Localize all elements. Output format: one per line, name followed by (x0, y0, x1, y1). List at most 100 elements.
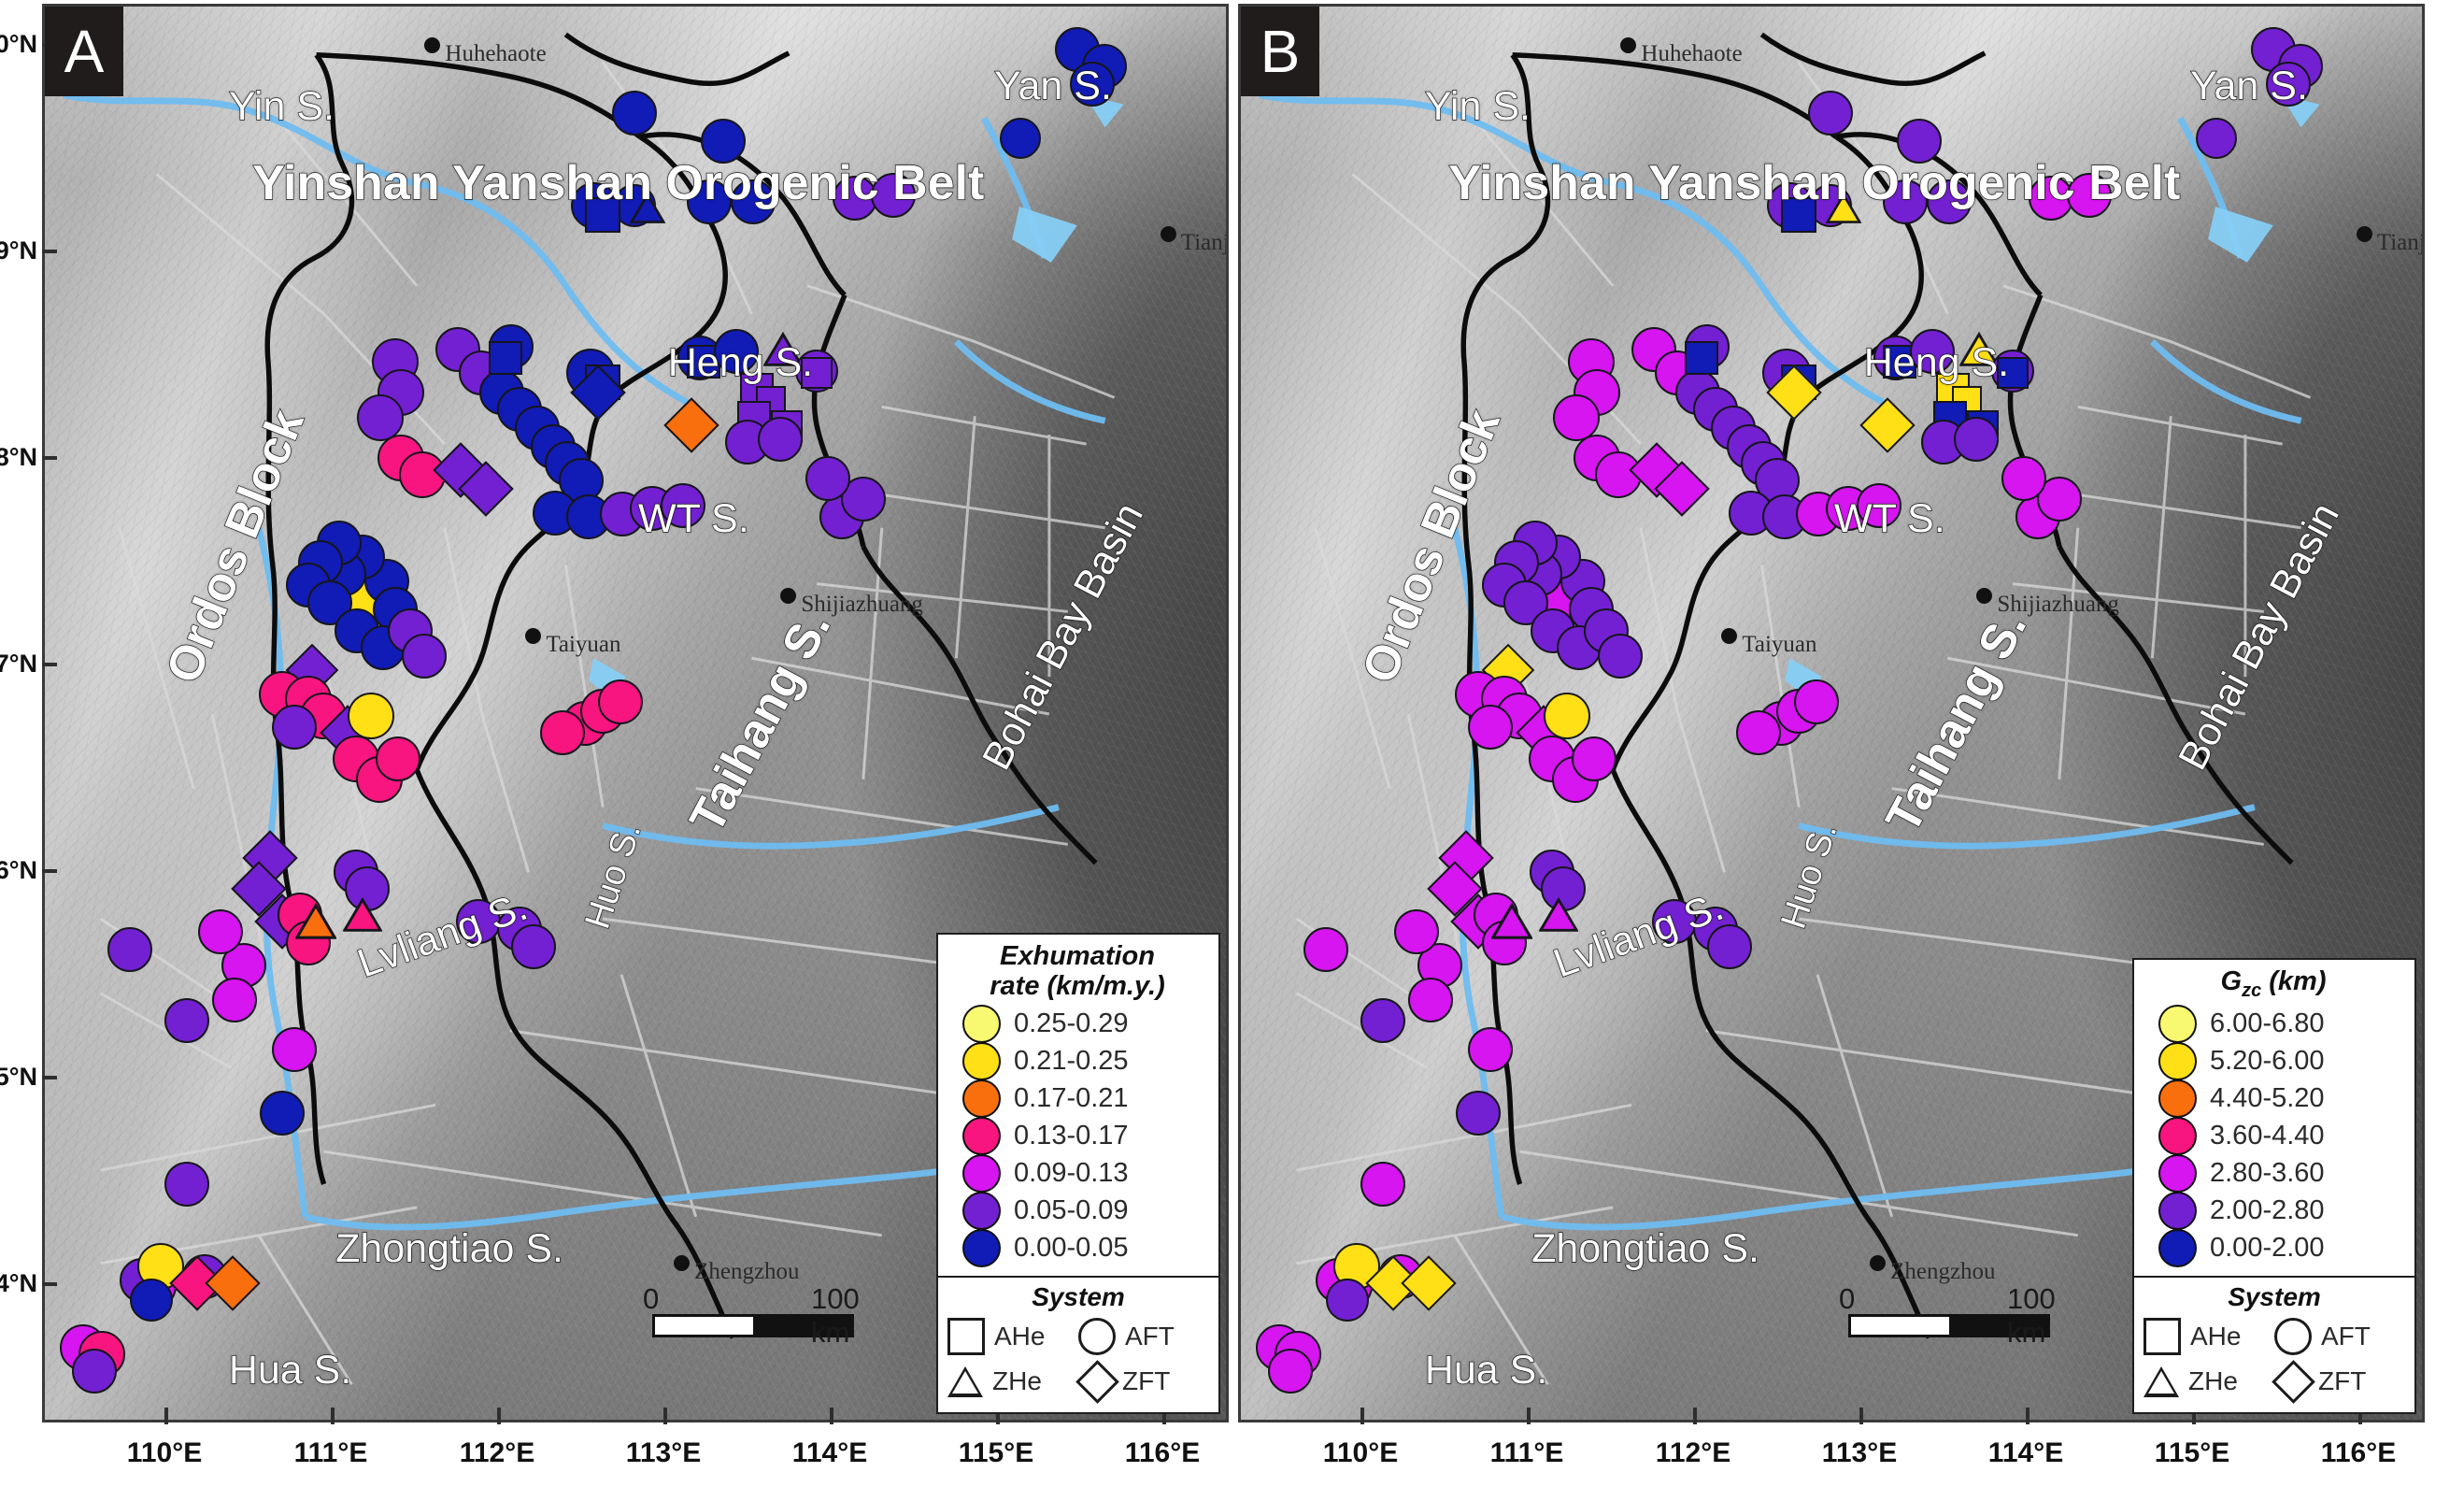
data-point-circle[interactable] (1651, 899, 1697, 945)
data-point-circle[interactable] (1553, 394, 1601, 442)
data-point-square[interactable] (1684, 341, 1718, 376)
data-point-circle[interactable] (271, 705, 317, 750)
data-point-circle[interactable] (1883, 179, 1929, 225)
data-point-circle[interactable] (2067, 172, 2113, 218)
data-point-circle[interactable] (1467, 1026, 1513, 1072)
legend-system-ahe[interactable]: AHe (947, 1314, 1078, 1359)
data-point-circle[interactable] (1503, 579, 1548, 625)
data-point-circle[interactable] (197, 908, 243, 954)
data-point-circle[interactable] (1360, 1161, 1406, 1207)
data-point-circle[interactable] (1303, 927, 1349, 973)
data-point-triangle[interactable] (1826, 192, 1861, 224)
legend-class-row[interactable]: 0.05-0.09 (949, 1191, 1205, 1230)
legend-class-row[interactable]: 0.17-0.21 (949, 1079, 1205, 1118)
legend-class-row[interactable]: 2.00-2.80 (2145, 1191, 2401, 1230)
data-point-circle[interactable] (271, 1026, 317, 1072)
data-point-triangle[interactable] (1539, 896, 1579, 933)
data-point-circle[interactable] (714, 328, 760, 374)
data-point-triangle[interactable] (343, 896, 383, 933)
data-point-circle[interactable] (612, 90, 658, 136)
legend-class-row[interactable]: 6.00-6.80 (2145, 1004, 2401, 1043)
data-point-circle[interactable] (107, 927, 153, 973)
legend-system-zft[interactable]: ZFT (1075, 1359, 1209, 1404)
legend-class-row[interactable]: 3.60-4.40 (2145, 1116, 2401, 1155)
data-point-square[interactable] (800, 356, 833, 389)
data-point-circle[interactable] (1808, 90, 1854, 136)
map-panel-a[interactable]: A Yin S. Yinshan Yanshan Orogenic Belt Yan… (42, 4, 1229, 1422)
data-point-circle[interactable] (164, 1161, 210, 1207)
data-point-circle[interactable] (511, 924, 557, 970)
data-point-circle[interactable] (1598, 634, 1644, 679)
legend-class-row[interactable]: 2.80-3.60 (2145, 1153, 2401, 1193)
data-point-circle[interactable] (357, 394, 405, 442)
legend-system-zhe[interactable]: ZHe (2144, 1359, 2274, 1404)
legend-exhumation-rate[interactable]: Exhumation rate (km/m.y.) 0.25-0.29 0.21-0.… (936, 933, 1220, 1414)
legend-gzc[interactable]: Gzc (km) 6.00-6.80 5.20-6.00 4.40-5.20 3.60-… (2132, 957, 2416, 1414)
data-point-triangle[interactable] (763, 332, 803, 367)
legend-class-row[interactable]: 0.09-0.13 (949, 1153, 1205, 1193)
data-point-square[interactable] (1780, 197, 1816, 234)
data-point-circle[interactable] (597, 679, 643, 724)
data-point-circle[interactable] (164, 998, 210, 1044)
data-point-circle[interactable] (1467, 705, 1513, 750)
legend-class-row[interactable]: 0.21-0.25 (949, 1041, 1205, 1080)
data-point-circle[interactable] (1954, 416, 2000, 462)
legend-class-row[interactable]: 0.13-0.17 (949, 1116, 1205, 1155)
legend-system-aft[interactable]: AFT (1078, 1314, 1209, 1359)
data-point-circle[interactable] (1456, 1091, 1501, 1136)
data-point-triangle[interactable] (1959, 332, 1999, 367)
data-point-circle[interactable] (376, 736, 421, 781)
data-point-circle[interactable] (402, 634, 448, 679)
data-point-circle[interactable] (1857, 483, 1902, 529)
data-point-triangle[interactable] (1490, 903, 1532, 940)
data-point-circle[interactable] (1910, 328, 1956, 374)
legend-class-row[interactable]: 0.00-2.00 (2145, 1228, 2401, 1267)
data-point-circle[interactable] (1360, 998, 1406, 1044)
data-point-circle[interactable] (1268, 1349, 1314, 1394)
data-point-circle[interactable] (2195, 118, 2237, 160)
data-point-circle[interactable] (539, 710, 585, 756)
data-point-circle[interactable] (1927, 179, 1973, 225)
scale-segment-dark (1949, 1317, 2047, 1335)
data-point-circle[interactable] (260, 1091, 305, 1136)
data-point-circle[interactable] (701, 119, 747, 164)
map-panel-b[interactable]: B Yin S. Yinshan Yanshan Orogenic Belt Yan… (1238, 4, 2425, 1422)
data-point-circle[interactable] (455, 899, 501, 945)
data-point-circle[interactable] (758, 416, 804, 462)
data-point-circle[interactable] (1070, 62, 1116, 107)
data-point-circle[interactable] (1572, 736, 1617, 781)
legend-class-row[interactable]: 4.40-5.20 (2145, 1079, 2401, 1118)
legend-class-row[interactable]: 0.00-0.05 (949, 1228, 1205, 1267)
data-point-circle[interactable] (1707, 924, 1753, 970)
data-point-circle[interactable] (1393, 908, 1439, 954)
data-point-square[interactable] (1996, 356, 2029, 389)
data-point-triangle[interactable] (630, 192, 665, 224)
data-point-circle[interactable] (1897, 119, 1943, 164)
legend-system-zhe[interactable]: ZHe (947, 1359, 1078, 1404)
data-point-square[interactable] (584, 197, 620, 234)
data-point-circle[interactable] (1326, 1279, 1370, 1322)
data-point-triangle[interactable] (294, 903, 336, 940)
data-point-circle[interactable] (1408, 977, 1454, 1022)
legend-class-row[interactable]: 5.20-6.00 (2145, 1041, 2401, 1080)
legend-system-zft[interactable]: ZFT (2272, 1359, 2405, 1404)
data-point-circle[interactable] (212, 977, 258, 1022)
legend-system-ahe[interactable]: AHe (2144, 1314, 2274, 1359)
data-point-circle[interactable] (1735, 710, 1781, 756)
data-point-circle[interactable] (348, 693, 395, 739)
data-point-circle[interactable] (687, 179, 733, 225)
data-point-circle[interactable] (871, 172, 917, 218)
data-point-circle[interactable] (130, 1279, 174, 1322)
data-point-circle[interactable] (2001, 456, 2047, 502)
data-point-circle[interactable] (731, 179, 776, 225)
legend-system-aft[interactable]: AFT (2274, 1314, 2405, 1359)
data-point-square[interactable] (488, 341, 522, 376)
data-point-circle[interactable] (1793, 679, 1839, 724)
legend-class-row[interactable]: 0.25-0.29 (949, 1004, 1205, 1043)
data-point-circle[interactable] (999, 118, 1041, 160)
data-point-circle[interactable] (805, 456, 851, 502)
data-point-circle[interactable] (72, 1349, 118, 1394)
data-point-circle[interactable] (2266, 62, 2312, 107)
data-point-circle[interactable] (661, 483, 706, 529)
data-point-circle[interactable] (1544, 693, 1591, 739)
